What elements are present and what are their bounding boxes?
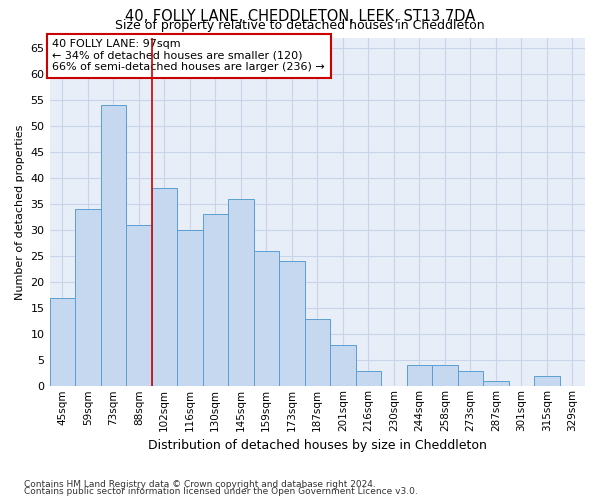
Y-axis label: Number of detached properties: Number of detached properties: [15, 124, 25, 300]
X-axis label: Distribution of detached houses by size in Cheddleton: Distribution of detached houses by size …: [148, 440, 487, 452]
Bar: [407, 366, 432, 386]
Bar: [101, 105, 126, 386]
Bar: [356, 370, 381, 386]
Bar: [228, 199, 254, 386]
Bar: [279, 262, 305, 386]
Text: 40 FOLLY LANE: 97sqm
← 34% of detached houses are smaller (120)
66% of semi-deta: 40 FOLLY LANE: 97sqm ← 34% of detached h…: [52, 39, 325, 72]
Bar: [75, 210, 101, 386]
Bar: [458, 370, 483, 386]
Bar: [330, 344, 356, 387]
Text: Contains public sector information licensed under the Open Government Licence v3: Contains public sector information licen…: [24, 487, 418, 496]
Bar: [432, 366, 458, 386]
Bar: [305, 318, 330, 386]
Bar: [152, 188, 177, 386]
Text: Size of property relative to detached houses in Cheddleton: Size of property relative to detached ho…: [115, 19, 485, 32]
Text: Contains HM Land Registry data © Crown copyright and database right 2024.: Contains HM Land Registry data © Crown c…: [24, 480, 376, 489]
Bar: [254, 251, 279, 386]
Text: 40, FOLLY LANE, CHEDDLETON, LEEK, ST13 7DA: 40, FOLLY LANE, CHEDDLETON, LEEK, ST13 7…: [125, 9, 475, 24]
Bar: [534, 376, 560, 386]
Bar: [177, 230, 203, 386]
Bar: [126, 225, 152, 386]
Bar: [50, 298, 75, 386]
Bar: [203, 214, 228, 386]
Bar: [483, 381, 509, 386]
